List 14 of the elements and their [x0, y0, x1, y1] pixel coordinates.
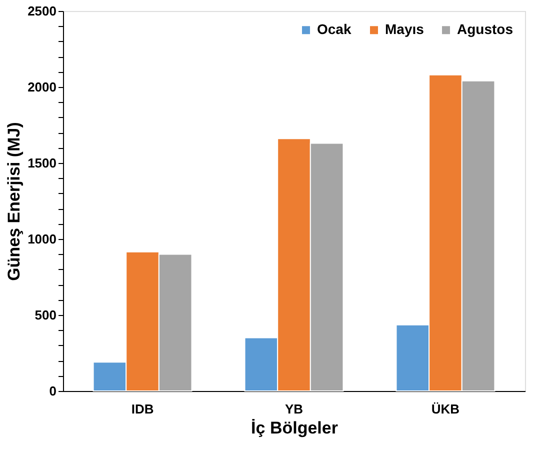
y-tick-label: 2500 [28, 4, 56, 18]
y-tick-label: 1000 [28, 232, 56, 246]
x-tick-label: IDB [131, 402, 154, 416]
x-axis-title: İç Bölgeler [251, 418, 338, 438]
y-tick-label: 2000 [28, 80, 56, 94]
x-tick-label: ÜKB [431, 402, 460, 416]
legend-label: Mayıs [385, 21, 424, 38]
y-tick-label: 0 [49, 384, 56, 398]
legend-label: Ocak [317, 21, 352, 38]
y-tick-label: 1500 [28, 156, 56, 170]
x-tick-label: YB [284, 402, 304, 416]
legend-label: Agustos [457, 21, 514, 38]
y-axis-title: Güneş Enerjisi (MJ) [4, 122, 24, 281]
y-tick-label: 500 [34, 308, 56, 322]
